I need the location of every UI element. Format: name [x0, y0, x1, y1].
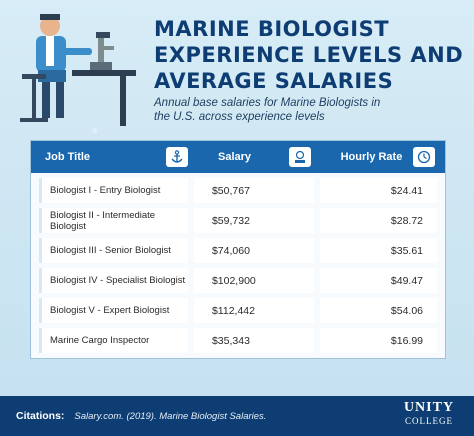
title-line-1: MARINE BIOLOGIST — [154, 17, 390, 41]
logo-line-1: UNITY — [403, 400, 455, 415]
header-job-title-label: Job Title — [45, 151, 91, 163]
cell-salary: $74,060 — [193, 238, 315, 263]
cell-hourly-rate: $35.61 — [320, 238, 438, 263]
cell-salary: $112,442 — [193, 298, 315, 323]
cell-salary: $59,732 — [193, 208, 315, 233]
header-job-title: Job Title — [31, 141, 198, 173]
page-title: MARINE BIOLOGIST EXPERIENCE LEVELS AND A… — [154, 16, 464, 94]
subtitle: Annual base salaries for Marine Biologis… — [154, 96, 454, 124]
table-row: Biologist I - Entry Biologist $50,767 $2… — [39, 178, 438, 203]
cell-job-title: Biologist IV - Specialist Biologist — [39, 268, 188, 293]
salary-table: Job Title Salary Hourly Rate — [30, 140, 446, 359]
subtitle-line-2: the U.S. across experience levels — [154, 111, 325, 123]
citations-footer: Citations: Salary.com. (2019). Marine Bi… — [0, 396, 474, 436]
title-line-2: EXPERIENCE LEVELS AND — [154, 43, 464, 67]
clock-icon — [413, 147, 435, 167]
table-row: Biologist IV - Specialist Biologist $102… — [39, 268, 438, 293]
cell-hourly-rate: $24.41 — [320, 178, 438, 203]
cell-job-title: Marine Cargo Inspector — [39, 328, 188, 353]
header-hourly-rate-label: Hourly Rate — [340, 151, 403, 163]
unity-college-logo: UNITY COLLEGE — [394, 400, 464, 432]
cell-hourly-rate: $28.72 — [320, 208, 438, 233]
cell-job-title: Biologist III - Senior Biologist — [39, 238, 188, 263]
header-salary-label: Salary — [218, 151, 252, 163]
table-header: Job Title Salary Hourly Rate — [31, 141, 445, 173]
citations-label: Citations: — [16, 410, 65, 422]
header-hourly-rate: Hourly Rate — [321, 141, 445, 173]
cell-job-title: Biologist II - Intermediate Biologist — [39, 208, 188, 233]
cell-salary: $35,343 — [193, 328, 315, 353]
cell-job-title: Biologist I - Entry Biologist — [39, 178, 188, 203]
table-row: Marine Cargo Inspector $35,343 $16.99 — [39, 328, 438, 353]
cell-job-title: Biologist V - Expert Biologist — [39, 298, 188, 323]
citations-text: Salary.com. (2019). Marine Biologist Sal… — [74, 410, 267, 422]
cell-hourly-rate: $49.47 — [320, 268, 438, 293]
anchor-icon — [166, 147, 188, 167]
logo-line-2: COLLEGE — [405, 416, 453, 426]
subtitle-line-1: Annual base salaries for Marine Biologis… — [154, 97, 381, 109]
scientist-illustration — [20, 14, 136, 126]
cell-hourly-rate: $54.06 — [320, 298, 438, 323]
header-salary: Salary — [198, 141, 321, 173]
table-row: Biologist III - Senior Biologist $74,060… — [39, 238, 438, 263]
cell-salary: $50,767 — [193, 178, 315, 203]
cell-salary: $102,900 — [193, 268, 315, 293]
cell-hourly-rate: $16.99 — [320, 328, 438, 353]
salary-icon — [288, 147, 311, 167]
title-line-3: AVERAGE SALARIES — [154, 69, 394, 93]
table-row: Biologist V - Expert Biologist $112,442 … — [39, 298, 438, 323]
table-row: Biologist II - Intermediate Biologist $5… — [39, 208, 438, 233]
